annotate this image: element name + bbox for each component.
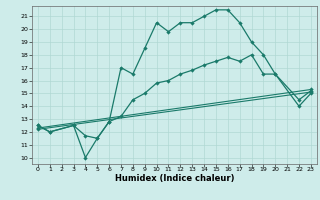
X-axis label: Humidex (Indice chaleur): Humidex (Indice chaleur) xyxy=(115,174,234,183)
